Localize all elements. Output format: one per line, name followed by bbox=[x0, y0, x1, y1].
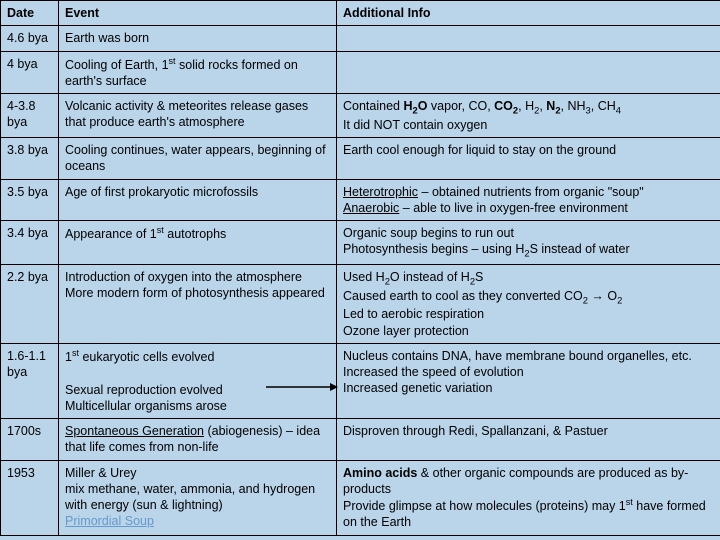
table-row: 1700sSpontaneous Generation (abiogenesis… bbox=[1, 419, 720, 461]
table-row: 3.4 byaAppearance of 1st autotrophsOrgan… bbox=[1, 221, 720, 265]
cell-info bbox=[337, 26, 720, 51]
cell-date: 4 bya bbox=[1, 51, 59, 94]
arrow-icon bbox=[266, 381, 338, 393]
cell-date: 4.6 bya bbox=[1, 26, 59, 51]
table-row: 1.6-1.1 bya1st eukaryotic cells evolvedS… bbox=[1, 343, 720, 418]
cell-info: Nucleus contains DNA, have membrane boun… bbox=[337, 343, 720, 418]
cell-date: 3.5 bya bbox=[1, 179, 59, 221]
table-row: 3.8 byaCooling continues, water appears,… bbox=[1, 138, 720, 180]
cell-event: Cooling of Earth, 1st solid rocks formed… bbox=[59, 51, 337, 94]
cell-date: 1.6-1.1 bya bbox=[1, 343, 59, 418]
cell-info bbox=[337, 51, 720, 94]
cell-event: Miller & Ureymix methane, water, ammonia… bbox=[59, 460, 337, 535]
cell-date: 1953 bbox=[1, 460, 59, 535]
header-info: Additional Info bbox=[337, 1, 720, 26]
cell-event: Appearance of 1st autotrophs bbox=[59, 221, 337, 265]
cell-info: Disproven through Redi, Spallanzani, & P… bbox=[337, 419, 720, 461]
cell-info: Contained H2O vapor, CO, CO2, H2, N2, NH… bbox=[337, 94, 720, 138]
header-event: Event bbox=[59, 1, 337, 26]
cell-info: Used H2O instead of H2SCaused earth to c… bbox=[337, 265, 720, 344]
earth-history-table: Date Event Additional Info 4.6 byaEarth … bbox=[0, 0, 720, 536]
table-row: 4.6 byaEarth was born bbox=[1, 26, 720, 51]
cell-info: Heterotrophic – obtained nutrients from … bbox=[337, 179, 720, 221]
header-row: Date Event Additional Info bbox=[1, 1, 720, 26]
header-date: Date bbox=[1, 1, 59, 26]
cell-date: 1700s bbox=[1, 419, 59, 461]
cell-event: Earth was born bbox=[59, 26, 337, 51]
cell-event: Introduction of oxygen into the atmosphe… bbox=[59, 265, 337, 344]
cell-event: Age of first prokaryotic microfossils bbox=[59, 179, 337, 221]
cell-date: 2.2 bya bbox=[1, 265, 59, 344]
cell-info: Amino acids & other organic compounds ar… bbox=[337, 460, 720, 535]
cell-date: 4-3.8 bya bbox=[1, 94, 59, 138]
table-row: 1953Miller & Ureymix methane, water, amm… bbox=[1, 460, 720, 535]
table-row: 4 byaCooling of Earth, 1st solid rocks f… bbox=[1, 51, 720, 94]
table-row: 2.2 byaIntroduction of oxygen into the a… bbox=[1, 265, 720, 344]
cell-info: Organic soup begins to run outPhotosynth… bbox=[337, 221, 720, 265]
cell-event: 1st eukaryotic cells evolvedSexual repro… bbox=[59, 343, 337, 418]
cell-event: Spontaneous Generation (abiogenesis) – i… bbox=[59, 419, 337, 461]
cell-date: 3.8 bya bbox=[1, 138, 59, 180]
cell-info: Earth cool enough for liquid to stay on … bbox=[337, 138, 720, 180]
cell-date: 3.4 bya bbox=[1, 221, 59, 265]
table-row: 3.5 byaAge of first prokaryotic microfos… bbox=[1, 179, 720, 221]
cell-event: Cooling continues, water appears, beginn… bbox=[59, 138, 337, 180]
cell-event: Volcanic activity & meteorites release g… bbox=[59, 94, 337, 138]
table-row: 4-3.8 byaVolcanic activity & meteorites … bbox=[1, 94, 720, 138]
